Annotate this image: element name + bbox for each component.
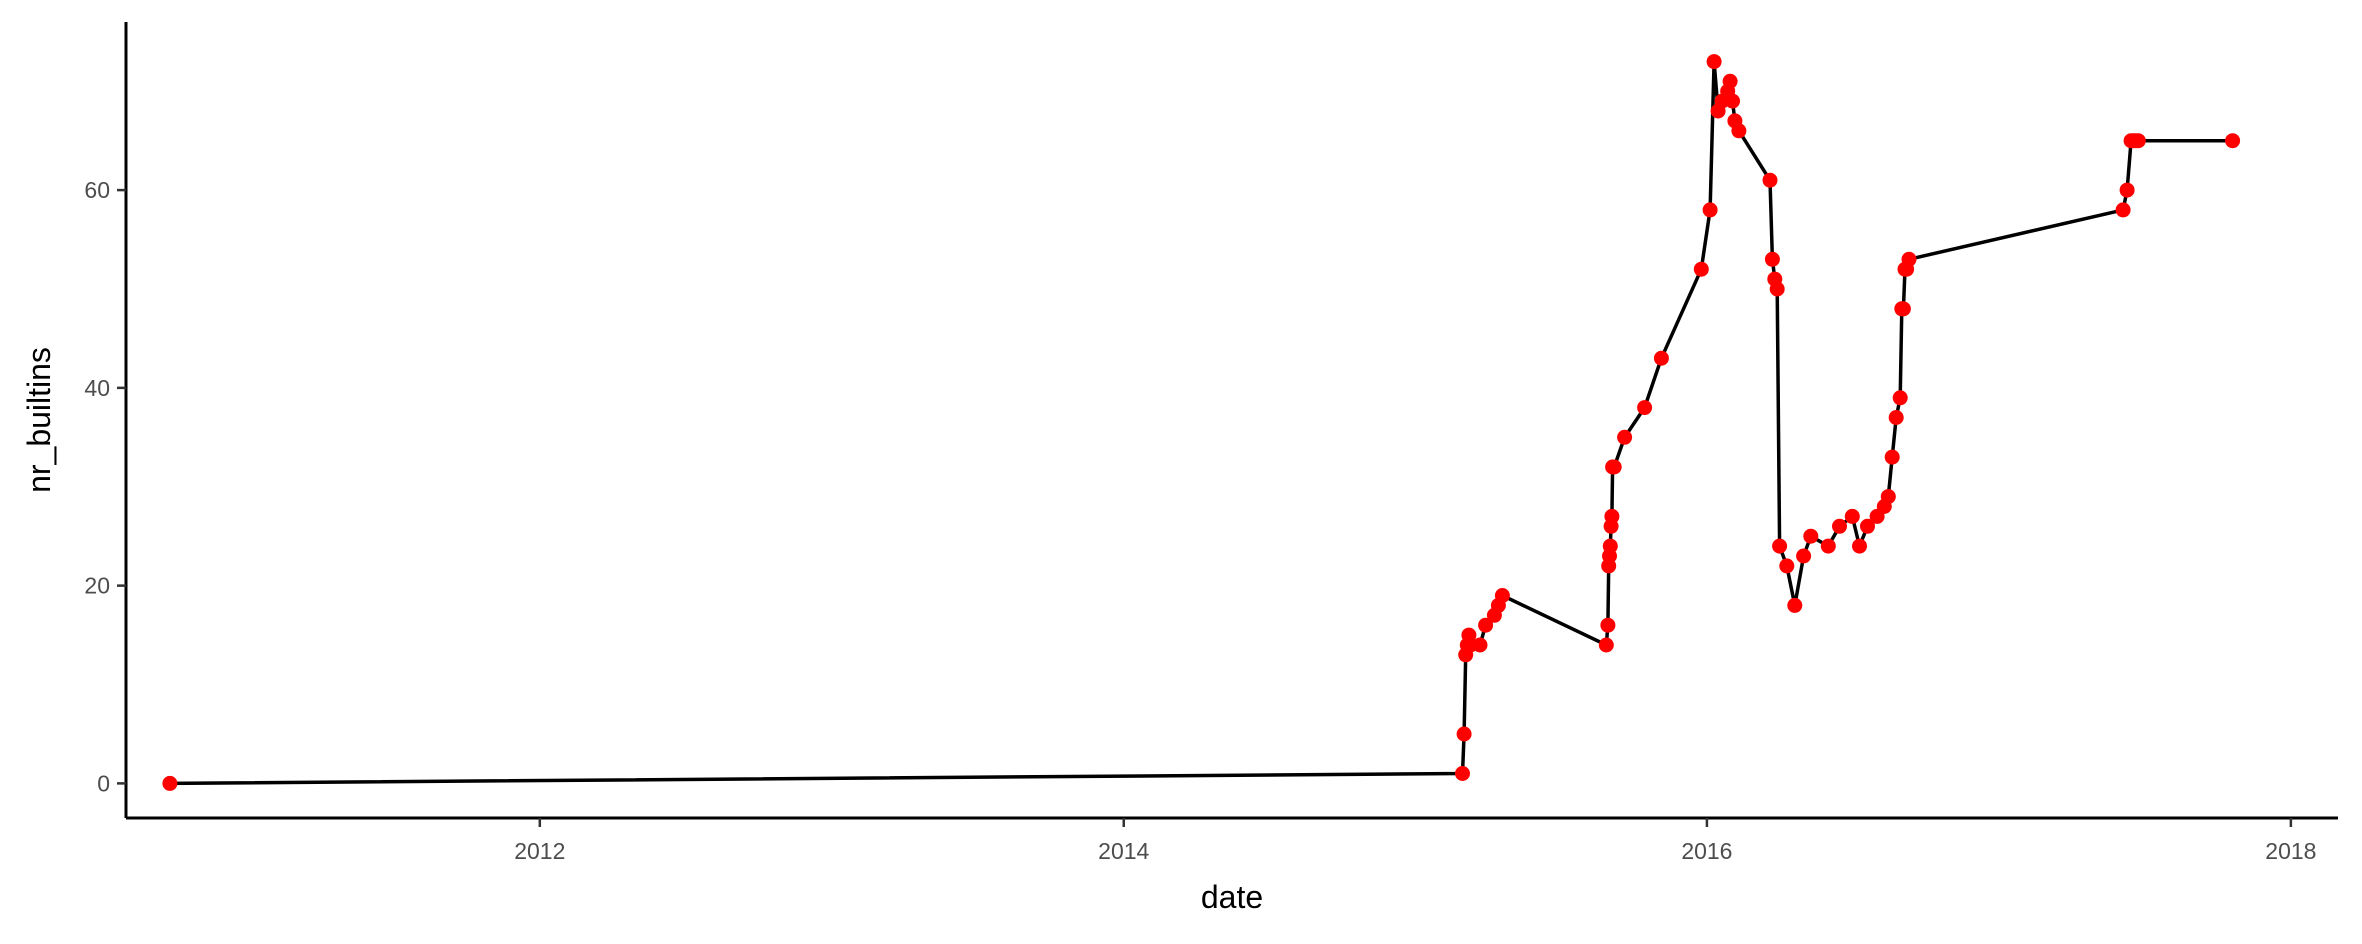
data-point [162,775,178,791]
x-tick-label: 2016 [1681,838,1732,864]
x-tick-label: 2014 [1098,838,1149,864]
data-point [1706,54,1722,70]
data-point [1892,390,1908,406]
data-point [1722,73,1738,89]
data-point [1787,597,1803,613]
data-point [1796,548,1812,564]
x-axis-title: date [1201,879,1263,915]
data-point [2130,133,2146,149]
data-point [1494,588,1510,603]
data-point [1762,172,1778,188]
y-axis-title: nr_builtins [21,347,57,493]
data-point [1860,518,1875,534]
data-point [1604,508,1620,524]
data-point [2119,182,2135,198]
x-tick-label: 2012 [514,838,565,864]
data-point [2115,202,2131,218]
data-point [1880,489,1896,505]
data-point [1888,410,1904,425]
data-point [1617,429,1633,445]
data-point [1637,400,1653,416]
data-point [1852,538,1867,554]
data-point [1598,637,1614,653]
data-point [1693,261,1709,277]
data-point [1472,637,1488,653]
data-point [1884,449,1900,465]
y-tick-label: 60 [84,177,110,203]
y-tick-label: 20 [84,573,110,599]
data-point [1653,350,1669,366]
data-point [1820,538,1836,554]
data-point [1455,766,1470,781]
data-point [1764,251,1780,267]
data-point [1702,202,1718,218]
data-point [1901,251,1917,267]
data-point [1602,538,1618,554]
data-point [1803,528,1819,544]
data-point [1844,508,1860,524]
data-point [1478,617,1494,633]
data-point [1731,123,1747,139]
x-axis-ticks: 2012 2014 2016 2018 [514,818,2316,864]
y-tick-label: 0 [97,770,110,796]
data-point [1772,538,1788,554]
data-point [1456,726,1472,742]
data-point [1606,459,1622,475]
data-points [162,54,2241,791]
data-point [1600,617,1616,633]
data-point [1725,93,1740,109]
data-point [2225,133,2241,149]
x-tick-label: 2018 [2265,838,2316,864]
y-tick-label: 40 [84,375,110,401]
data-point [1779,558,1795,574]
data-point [1832,518,1847,534]
y-axis-ticks: 0 20 40 60 [84,177,126,796]
series-line [169,59,2233,786]
data-point [1769,281,1785,297]
data-point [1895,301,1911,317]
